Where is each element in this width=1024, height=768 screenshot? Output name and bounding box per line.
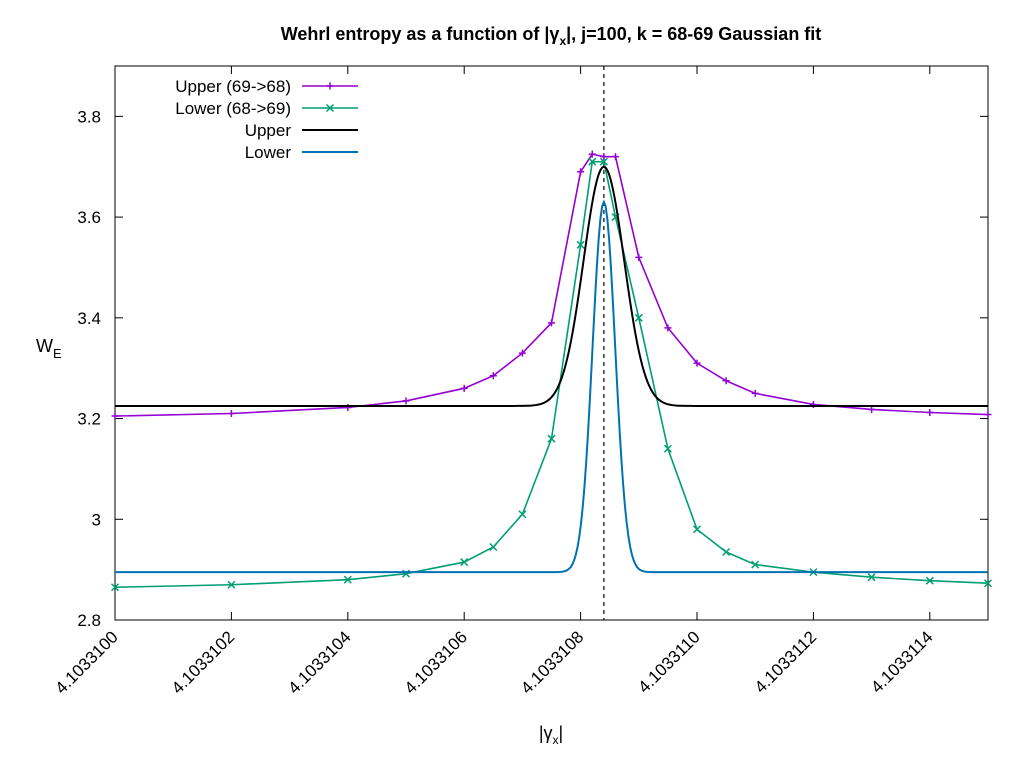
data-point: [588, 157, 597, 166]
data-point: [577, 168, 585, 176]
series-4: [115, 199, 988, 574]
data-point: [576, 240, 585, 249]
legend-item: Upper (69->68): [175, 77, 358, 96]
data-point: [926, 409, 934, 417]
data-point: [663, 444, 672, 453]
fit-curve: [115, 165, 988, 407]
x-tick-label: 4.1033104: [284, 627, 354, 697]
data-point: [518, 349, 526, 357]
data-point: [402, 397, 410, 405]
series-3: [115, 165, 988, 407]
series-line: [114, 153, 989, 417]
legend-label: Lower: [245, 143, 292, 162]
plot-area: 2.8 3 3.2 3.4 3.6 3.8 4.1033100 4.1033102 4.1033…: [52, 65, 993, 698]
legend-item: Upper: [245, 121, 358, 140]
data-point: [489, 542, 498, 552]
plot-border: [114, 65, 989, 621]
data-point: [692, 525, 702, 534]
data-point: [868, 405, 876, 413]
data-point: [984, 411, 992, 419]
y-tick-label: 3: [92, 510, 101, 529]
legend-item: Lower (68->69): [175, 99, 358, 118]
legend-marker: [325, 103, 335, 113]
legend: Upper (69->68) Lower (68->69) Upper Lower: [175, 77, 358, 162]
x-tick-label: 4.1033106: [401, 627, 471, 697]
y-tick-label: 2.8: [77, 611, 101, 630]
data-point: [588, 150, 596, 158]
data-point: [227, 410, 235, 418]
data-point: [111, 412, 119, 420]
x-tick-label: 4.1033102: [168, 627, 238, 697]
x-tick-label: 4.1033110: [634, 627, 703, 696]
data-point: [664, 324, 672, 332]
series-2: [110, 157, 993, 592]
y-tick-label: 3.8: [77, 107, 101, 126]
data-point: [489, 372, 497, 380]
data-point: [548, 319, 555, 327]
series-1: [111, 150, 992, 420]
data-point: [600, 153, 608, 161]
data-point: [547, 434, 556, 443]
data-point: [867, 573, 876, 582]
data-point: [460, 558, 469, 567]
data-point: [751, 389, 759, 397]
legend-label: Lower (68->69): [175, 99, 291, 118]
data-point: [599, 157, 608, 166]
data-point: [110, 583, 120, 592]
data-point: [722, 377, 730, 385]
legend-label: Upper (69->68): [175, 77, 291, 96]
x-axis-label: |γx|: [539, 723, 563, 747]
data-point: [634, 313, 643, 322]
data-point: [925, 576, 934, 585]
y-axis-label: WE: [36, 336, 62, 361]
legend-marker: [326, 82, 334, 90]
chart-title: Wehrl entropy as a function of |γx|, j=1…: [281, 24, 822, 48]
x-tick-label: 4.1033112: [751, 627, 820, 696]
data-point: [460, 384, 468, 392]
x-tick-label: 4.1033100: [52, 627, 122, 697]
data-point: [722, 547, 731, 557]
x-tick-label: 4.1033108: [517, 627, 587, 697]
data-point: [693, 359, 701, 367]
data-point: [612, 153, 620, 161]
y-tick-label: 3.4: [77, 309, 101, 328]
fit-curve: [115, 199, 988, 574]
legend-item: Lower: [245, 143, 358, 162]
data-point: [983, 579, 993, 588]
series-line: [114, 160, 989, 589]
x-tick-label: 4.1033114: [867, 627, 936, 696]
y-tick-label: 3.6: [77, 208, 101, 227]
data-point: [343, 575, 352, 584]
data-point: [751, 560, 760, 569]
data-point: [518, 510, 527, 519]
data-point: [635, 253, 643, 261]
data-point: [227, 580, 236, 589]
y-tick-label: 3.2: [77, 410, 101, 429]
legend-label: Upper: [245, 121, 292, 140]
